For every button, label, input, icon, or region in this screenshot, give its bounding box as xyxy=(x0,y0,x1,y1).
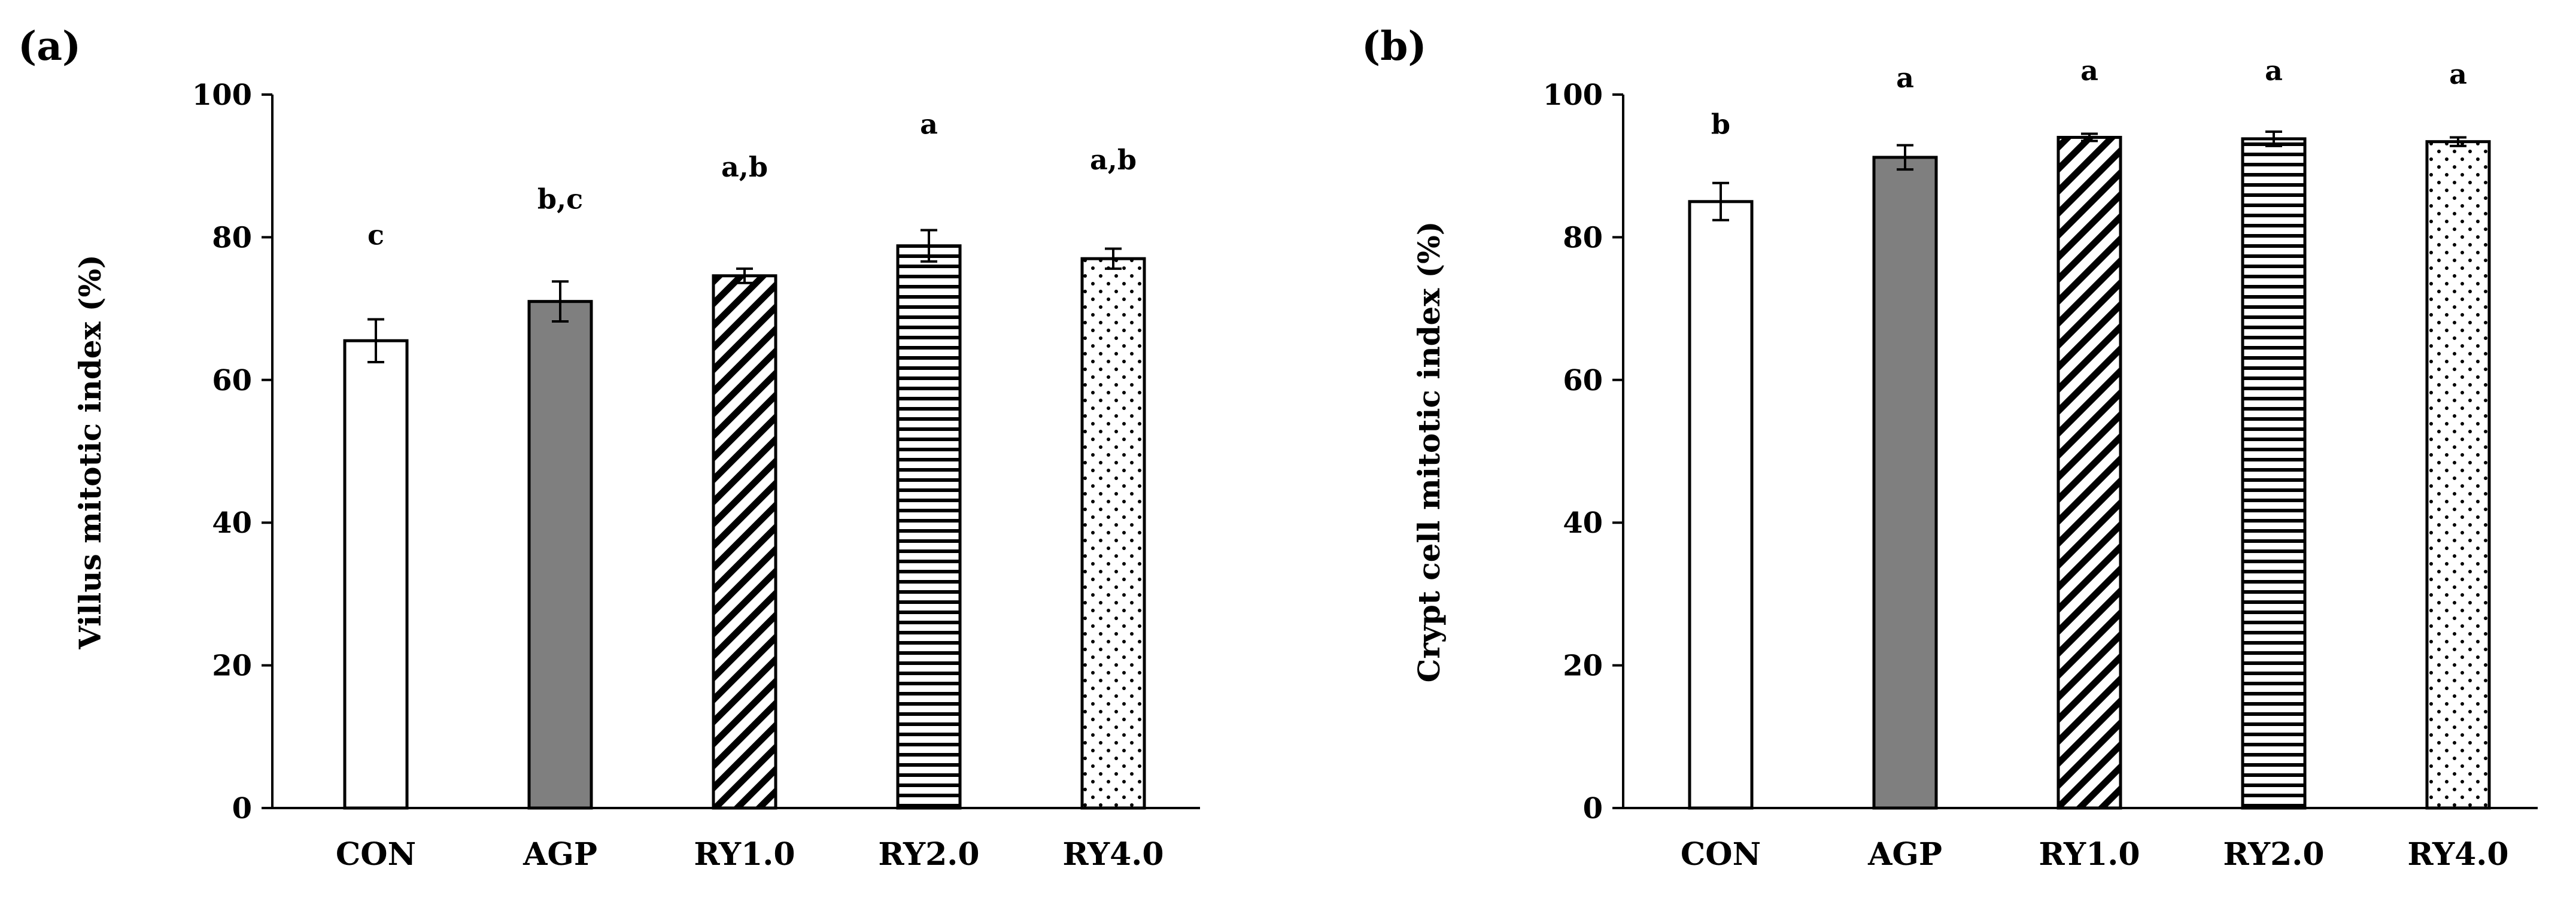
error-bars-a xyxy=(367,229,1122,363)
bar-ry1-0 xyxy=(712,274,777,810)
y-tick-label: 0 xyxy=(1583,792,1603,825)
x-tick-labels-a: CON AGP RY1.0 RY2.0 RY4.0 xyxy=(336,836,1164,873)
y-tick-label: 80 xyxy=(1563,221,1603,254)
chart-panel-a: (a) Villus mitotic index (%) 0 20 40 60 80 10… xyxy=(18,23,1200,873)
y-ticks-b: 0 20 40 60 80 100 xyxy=(1543,78,1623,825)
x-tick-label: CON xyxy=(336,836,416,873)
x-tick-label: RY1.0 xyxy=(2039,836,2140,873)
axes-b xyxy=(1622,95,2538,809)
bar-agp xyxy=(1872,156,1938,810)
x-tick-label: CON xyxy=(1681,836,1761,873)
bar-con xyxy=(343,339,409,810)
significance-label: b,c xyxy=(537,183,583,215)
bar-ry2-0 xyxy=(2241,137,2307,810)
y-tick-label: 20 xyxy=(1563,649,1603,683)
significance-label: a xyxy=(2449,58,2467,90)
x-tick-label: AGP xyxy=(523,836,597,873)
y-tick-label: 20 xyxy=(212,649,252,683)
y-tick-label: 40 xyxy=(212,506,252,540)
x-tick-label: RY4.0 xyxy=(2407,836,2508,873)
significance-label: a xyxy=(1896,62,1914,94)
y-ticks-a: 0 20 40 60 80 100 xyxy=(192,78,272,825)
x-tick-label: RY4.0 xyxy=(1062,836,1164,873)
y-tick-label: 0 xyxy=(232,792,252,825)
y-axis-label-a: Villus mitotic index (%) xyxy=(72,254,108,649)
axes-a xyxy=(271,95,1200,809)
bar-ry4-0 xyxy=(2425,140,2491,810)
significance-label: c xyxy=(367,218,384,251)
chart-panel-b: (b) Crypt cell mitotic index (%) 0 20 40 60… xyxy=(1362,23,2538,873)
bar-agp xyxy=(527,300,593,810)
panel-label-a: (a) xyxy=(18,23,81,69)
significance-label: a xyxy=(2265,54,2283,87)
y-tick-label: 80 xyxy=(212,221,252,254)
bars-b xyxy=(1688,136,2491,810)
x-tick-label: RY1.0 xyxy=(694,836,795,873)
y-tick-label: 60 xyxy=(212,364,252,397)
x-tick-label: RY2.0 xyxy=(2223,836,2324,873)
y-tick-label: 40 xyxy=(1563,506,1603,540)
significance-label: a xyxy=(920,108,938,141)
bar-ry1-0 xyxy=(2056,136,2122,810)
y-axis-label-b: Crypt cell mitotic index (%) xyxy=(1411,221,1447,683)
significance-label: b xyxy=(1711,108,1730,141)
bars-a xyxy=(343,244,1146,810)
x-tick-labels-b: CON AGP RY1.0 RY2.0 RY4.0 xyxy=(1681,836,2509,873)
y-tick-label: 100 xyxy=(192,78,252,112)
panel-label-b: (b) xyxy=(1362,23,1427,69)
bar-ry4-0 xyxy=(1080,257,1146,810)
x-tick-label: RY2.0 xyxy=(878,836,979,873)
error-bars-b xyxy=(1712,130,2466,221)
x-tick-label: AGP xyxy=(1867,836,1942,873)
y-tick-label: 100 xyxy=(1543,78,1603,112)
bar-con xyxy=(1688,200,1754,810)
bar-ry2-0 xyxy=(896,244,962,810)
significance-label: a,b xyxy=(721,151,768,183)
y-tick-label: 60 xyxy=(1563,364,1603,397)
significance-label: a xyxy=(2080,54,2098,87)
significance-label: a,b xyxy=(1090,144,1137,176)
significance-labels-b: b a a a a xyxy=(1711,54,2467,140)
significance-labels-a: c b,c a,b a a,b xyxy=(367,108,1137,251)
